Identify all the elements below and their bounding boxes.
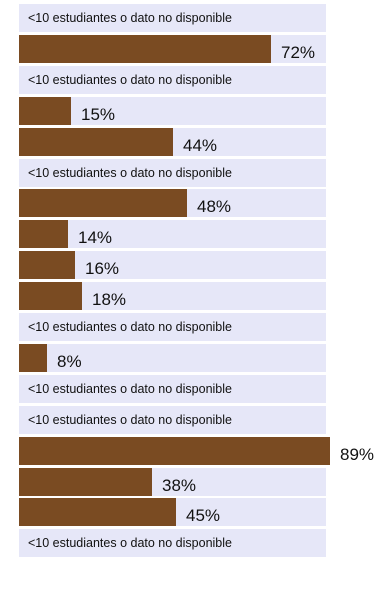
bar-row: <10 estudiantes o dato no disponible	[19, 66, 326, 94]
bar-row: <10 estudiantes o dato no disponible	[19, 375, 326, 403]
bar-row: 44%	[19, 128, 326, 156]
bar	[19, 189, 187, 217]
bar-row: 8%	[19, 344, 326, 372]
no-data-label: <10 estudiantes o dato no disponible	[28, 413, 232, 427]
value-label: 8%	[57, 352, 82, 371]
bar	[19, 437, 330, 465]
bar-row: <10 estudiantes o dato no disponible	[19, 159, 326, 187]
value-label: 38%	[162, 476, 197, 495]
value-label: 44%	[183, 136, 218, 155]
bar	[19, 282, 82, 310]
bar	[19, 468, 152, 496]
bar-row: 48%	[19, 189, 326, 217]
no-data-label: <10 estudiantes o dato no disponible	[28, 11, 232, 25]
bar-row: <10 estudiantes o dato no disponible	[19, 406, 326, 434]
value-label: 48%	[197, 197, 232, 216]
bar-row: <10 estudiantes o dato no disponible	[19, 313, 326, 341]
no-data-label: <10 estudiantes o dato no disponible	[28, 166, 232, 180]
no-data-label: <10 estudiantes o dato no disponible	[28, 320, 232, 334]
no-data-label: <10 estudiantes o dato no disponible	[28, 382, 232, 396]
value-label: 18%	[92, 290, 127, 309]
bar	[19, 35, 271, 63]
bar-row: <10 estudiantes o dato no disponible	[19, 529, 326, 557]
bar-row: <10 estudiantes o dato no disponible	[19, 4, 326, 32]
bar	[19, 220, 68, 248]
no-data-label: <10 estudiantes o dato no disponible	[28, 73, 232, 87]
bar-row: 72%	[19, 35, 326, 63]
value-label: 45%	[186, 506, 221, 525]
bar-row: 89%	[19, 437, 374, 465]
bar	[19, 344, 47, 372]
bar	[19, 498, 176, 526]
bar-row: 18%	[19, 282, 326, 310]
bar	[19, 251, 75, 279]
bar-row: 15%	[19, 97, 326, 125]
no-data-label: <10 estudiantes o dato no disponible	[28, 536, 232, 550]
bar-row: 45%	[19, 498, 326, 526]
bar-row: 14%	[19, 220, 326, 248]
value-label: 89%	[340, 445, 375, 464]
value-label: 14%	[78, 228, 113, 247]
bar-row: 16%	[19, 251, 326, 279]
value-label: 15%	[81, 105, 116, 124]
bar-row: 38%	[19, 468, 326, 496]
value-label: 16%	[85, 259, 120, 278]
bar	[19, 97, 71, 125]
bar	[19, 128, 173, 156]
value-label: 72%	[281, 43, 316, 62]
